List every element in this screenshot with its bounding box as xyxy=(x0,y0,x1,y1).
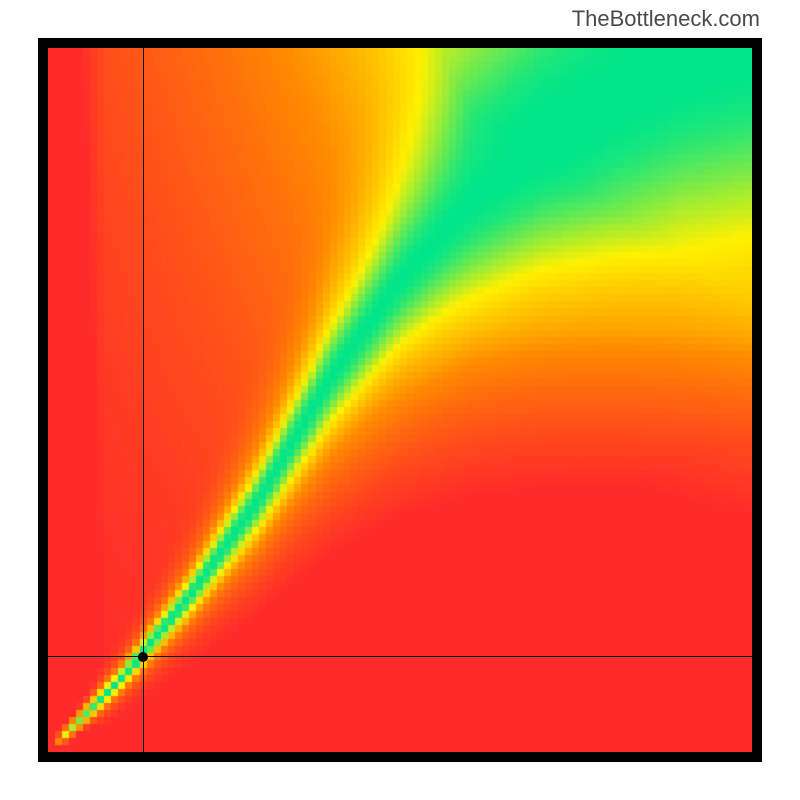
plot-area xyxy=(48,48,752,752)
crosshair-horizontal xyxy=(48,656,752,657)
crosshair-marker xyxy=(138,652,148,662)
crosshair-vertical xyxy=(143,48,144,752)
attribution-label: TheBottleneck.com xyxy=(572,6,760,32)
heatmap-canvas xyxy=(48,48,752,752)
